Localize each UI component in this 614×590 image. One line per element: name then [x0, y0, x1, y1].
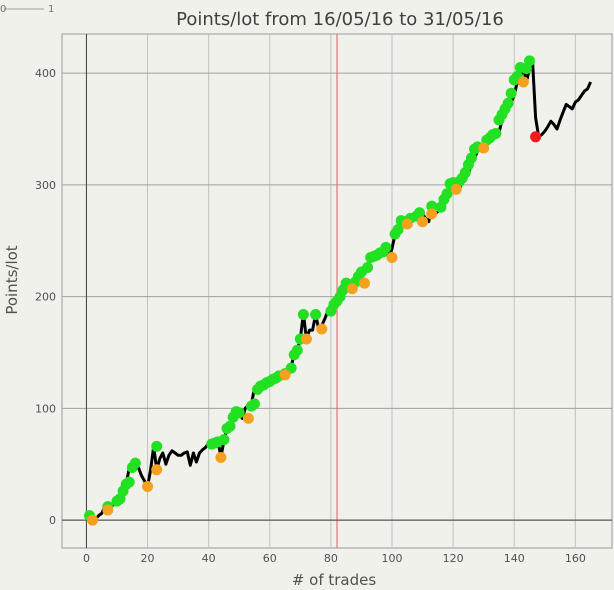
low-point	[346, 283, 358, 295]
low-point	[517, 76, 529, 88]
low-point	[87, 514, 99, 526]
low-point	[401, 218, 413, 230]
high-point	[465, 152, 477, 164]
x-tick-label: 120	[443, 552, 464, 565]
low-point	[279, 369, 291, 381]
low-point	[300, 333, 312, 345]
axes	[62, 34, 612, 548]
x-tick-label: 80	[324, 552, 338, 565]
y-tick-label: 100	[35, 402, 56, 415]
x-tick-label: 100	[382, 552, 403, 565]
x-tick-label: 60	[263, 552, 277, 565]
last-point	[530, 131, 542, 143]
high-point	[380, 241, 392, 253]
x-axis-label: # of trades	[292, 571, 377, 589]
high-point	[310, 308, 322, 320]
series-points	[84, 55, 542, 526]
high-point	[218, 434, 230, 446]
y-tick-label: 200	[35, 291, 56, 304]
tick-labels: 0 20 40 60 80 100 120 140 160 0 100 200 300 400	[35, 67, 586, 565]
high-point	[291, 344, 303, 356]
high-point	[392, 224, 404, 236]
y-tick-label: 400	[35, 67, 56, 80]
low-point	[142, 481, 154, 493]
high-point	[490, 127, 502, 139]
high-point	[123, 476, 135, 488]
high-point	[426, 200, 438, 212]
high-point	[297, 308, 309, 320]
low-point	[450, 183, 462, 195]
high-point	[233, 407, 245, 419]
y-tick-label: 300	[35, 179, 56, 192]
x-tick-label: 140	[504, 552, 525, 565]
low-point	[386, 251, 398, 263]
low-point	[242, 412, 254, 424]
low-point	[102, 504, 114, 516]
high-point	[362, 262, 374, 274]
x-tick-label: 160	[565, 552, 586, 565]
high-point	[524, 55, 535, 67]
high-point	[249, 398, 260, 410]
x-tick-label: 0	[83, 552, 90, 565]
high-point	[441, 188, 453, 200]
low-point	[417, 216, 429, 228]
y-tick-label: 0	[49, 514, 56, 527]
chart-title: Points/lot from 16/05/16 to 31/05/16	[176, 9, 504, 30]
high-point	[505, 87, 517, 99]
corner-label-0: 0	[0, 4, 6, 15]
high-point	[502, 97, 514, 109]
x-tick-label: 40	[202, 552, 216, 565]
x-tick-label: 20	[141, 552, 155, 565]
low-point	[426, 208, 438, 220]
low-point	[316, 323, 328, 335]
low-point	[151, 464, 163, 476]
low-point	[215, 451, 227, 463]
low-point	[359, 277, 370, 289]
corner-label-1: 1	[48, 4, 54, 15]
y-axis-label: Points/lot	[3, 245, 21, 314]
low-point	[478, 142, 490, 154]
high-point	[224, 420, 236, 432]
high-point	[414, 207, 425, 219]
high-point	[151, 440, 163, 452]
high-point	[129, 457, 141, 469]
